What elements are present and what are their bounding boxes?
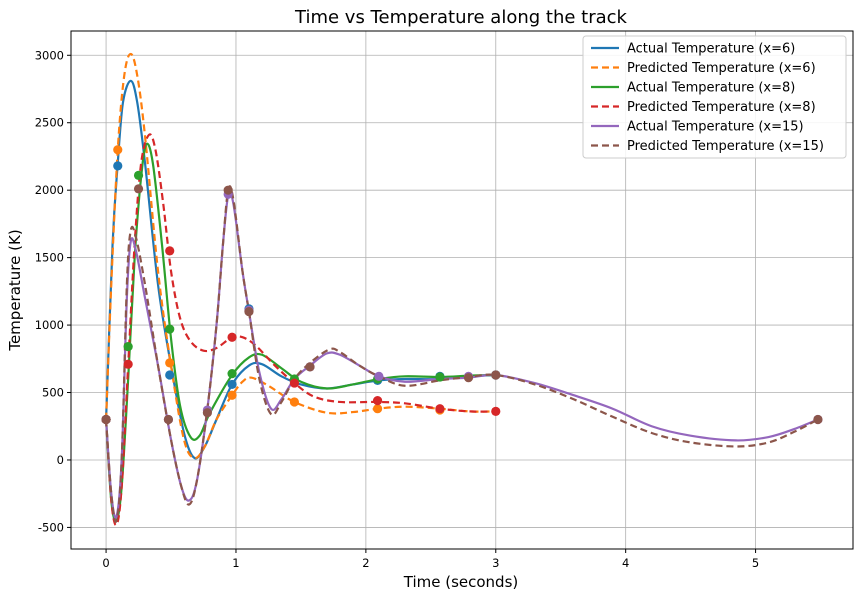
data-point [227, 379, 237, 390]
series-6 [104, 185, 819, 523]
y-axis-label: Temperature (K) [6, 229, 24, 351]
data-point [227, 390, 237, 400]
data-point [463, 373, 474, 383]
legend-box [582, 35, 847, 159]
y-tick-label: 2500 [35, 116, 64, 130]
legend-entry: Predicted Temperature (x=8) [627, 100, 816, 115]
axis-ticks: 0 1 2 3 4 5 -500 0 500 1000 1500 2000 2500 3000 [35, 48, 760, 570]
legend-entry: Actual Temperature (x=15) [627, 120, 804, 135]
data-point [813, 414, 823, 425]
legend-entry: Actual Temperature (x=8) [627, 81, 795, 96]
data-point [133, 184, 144, 194]
data-point [435, 372, 445, 382]
y-tick-label: -500 [38, 520, 64, 534]
data-point [372, 396, 383, 406]
x-axis-label: Time (seconds) [403, 573, 519, 591]
x-tick-label: 2 [362, 556, 369, 570]
legend-entry: Predicted Temperature (x=6) [627, 61, 816, 76]
x-tick-label: 0 [102, 556, 109, 570]
data-point [101, 414, 111, 425]
data-point [165, 370, 175, 380]
data-point [289, 397, 300, 407]
legend-entry: Predicted Temperature (x=15) [627, 139, 824, 154]
series-line [104, 52, 496, 460]
plot-frame [70, 30, 854, 550]
series-4-points [101, 246, 501, 425]
x-tick-label: 4 [622, 556, 629, 570]
series-line [104, 185, 819, 523]
data-point [123, 359, 133, 369]
y-tick-label: 500 [42, 386, 64, 400]
data-point [165, 246, 175, 256]
chart-title: Time vs Temperature along the track [294, 7, 628, 28]
data-point [491, 406, 501, 417]
data-point [113, 161, 123, 171]
x-tick-label: 3 [492, 556, 499, 570]
data-point [133, 170, 144, 180]
data-point [113, 145, 123, 155]
data-point [227, 369, 237, 379]
series-group [101, 52, 823, 527]
data-point [372, 404, 383, 414]
y-tick-label: 2000 [35, 183, 64, 197]
x-tick-label: 5 [752, 556, 759, 570]
series-2 [104, 52, 496, 460]
data-point [289, 378, 300, 388]
data-point [244, 306, 254, 317]
data-point [227, 332, 237, 342]
y-tick-label: 1500 [35, 251, 64, 265]
data-point [374, 371, 384, 381]
data-point [305, 362, 315, 372]
data-point [435, 404, 445, 414]
data-point [202, 408, 212, 418]
legend: Actual Temperature (x=6) Predicted Temper… [582, 35, 847, 159]
data-point [123, 342, 133, 352]
series-line [104, 190, 819, 520]
series-5 [104, 190, 819, 520]
y-tick-label: 3000 [35, 48, 64, 62]
data-point [163, 414, 174, 425]
series-6-points [101, 184, 823, 425]
data-point [223, 185, 233, 195]
y-tick-label: 0 [57, 453, 64, 467]
y-tick-label: 1000 [35, 318, 64, 332]
legend-entry: Actual Temperature (x=6) [627, 42, 795, 57]
data-point [165, 358, 175, 368]
x-tick-label: 1 [232, 556, 239, 570]
data-point [165, 324, 175, 334]
data-point [491, 370, 501, 380]
